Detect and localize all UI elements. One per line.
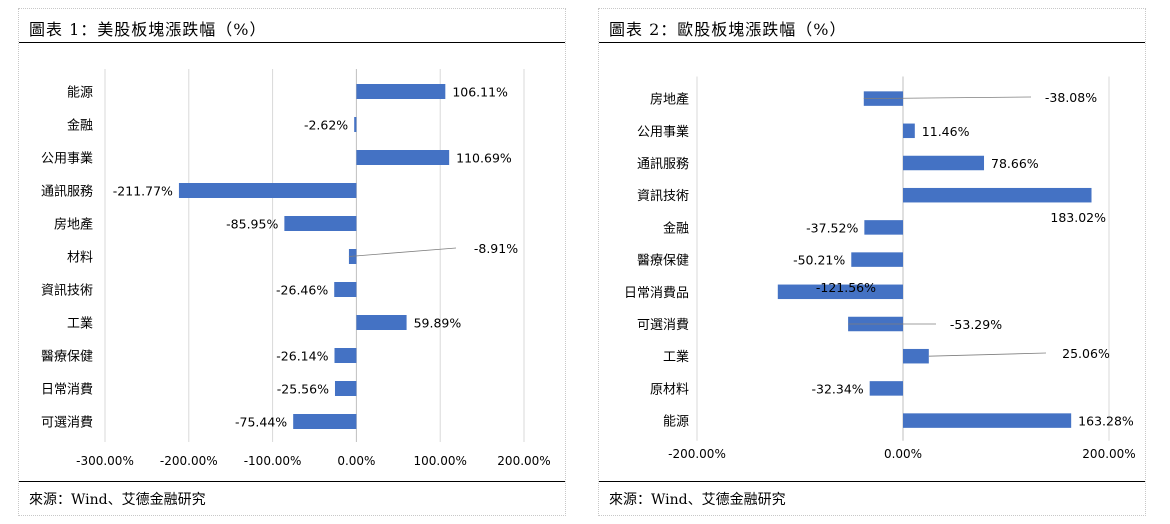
panel-footer: 來源：Wind、艾德金融研究 — [19, 481, 565, 515]
data-label: -50.21% — [793, 253, 845, 268]
category-label: 通訊服務 — [41, 185, 93, 200]
category-label: 公用事業 — [637, 124, 689, 140]
category-label: 資訊技術 — [41, 284, 93, 299]
panel-header: 圖表 2：歐股板塊漲跌幅（%） — [599, 9, 1145, 43]
category-label: 醫療保健 — [637, 254, 689, 269]
bar — [903, 413, 1072, 428]
category-label: 金融 — [67, 118, 93, 134]
x-tick-label: 200.00% — [497, 454, 550, 468]
chart-title: 圖表 2：歐股板塊漲跌幅（%） — [609, 20, 847, 39]
bar — [903, 155, 985, 171]
chart-title: 圖表 1：美股板塊漲跌幅（%） — [29, 20, 267, 39]
data-label: -38.08% — [1045, 90, 1097, 105]
x-tick-label: -300.00% — [76, 454, 134, 468]
bar — [354, 117, 357, 132]
data-label: 25.06% — [1062, 346, 1110, 361]
data-label: 106.11% — [452, 85, 508, 100]
bar — [903, 123, 915, 139]
source-note: 來源：Wind、艾德金融研究 — [29, 492, 206, 508]
panel-header: 圖表 1：美股板塊漲跌幅（%） — [19, 9, 565, 43]
bar — [356, 150, 450, 165]
bar — [851, 252, 903, 267]
category-label: 醫療保健 — [41, 350, 93, 365]
source-note: 來源：Wind、艾德金融研究 — [609, 492, 786, 508]
bar — [903, 348, 929, 364]
data-label: -25.56% — [277, 382, 329, 397]
data-label: -85.95% — [226, 217, 278, 232]
category-label: 通訊服務 — [637, 157, 689, 172]
category-label: 可選消費 — [637, 318, 689, 333]
category-label: 公用事業 — [41, 151, 93, 167]
us-sector-bar-chart: -300.00% -200.00% -100.00% 0.00% 100.00% 200.… — [41, 69, 551, 468]
bar — [356, 315, 407, 330]
x-tick-label: 100.00% — [414, 454, 467, 468]
bar — [356, 84, 446, 99]
data-label: -32.34% — [812, 381, 864, 396]
x-tick-label: -100.00% — [244, 454, 302, 468]
data-label: 183.02% — [1050, 210, 1106, 225]
category-label: 日常消費 — [41, 383, 93, 398]
data-label: -2.62% — [304, 118, 348, 133]
x-tick-label: 0.00% — [337, 454, 375, 468]
bar — [284, 216, 357, 231]
data-label: -53.29% — [950, 317, 1002, 332]
category-label: 工業 — [67, 316, 93, 332]
category-label: 房地產 — [54, 217, 93, 233]
category-label: 資訊技術 — [637, 189, 689, 204]
bar — [334, 282, 357, 297]
data-label: -121.56% — [816, 280, 876, 295]
data-label: 11.46% — [922, 124, 970, 139]
bar — [777, 284, 903, 300]
category-label: 可選消費 — [41, 416, 93, 431]
data-label: -8.91% — [474, 241, 518, 256]
bar — [864, 220, 903, 235]
category-label: 材料 — [67, 251, 93, 266]
category-label: 房地產 — [650, 92, 689, 108]
eu-sector-bar-chart: -200.00% 0.00% 200.00% 房地產 -38.08% 公用事業 11.46%… — [624, 76, 1136, 461]
chart-panel-eu: 圖表 2：歐股板塊漲跌幅（%） -200.00% 0.00% 200.00% 房地產 -… — [598, 8, 1146, 516]
bar — [869, 381, 903, 396]
category-label: 原材料 — [650, 382, 689, 397]
category-label: 日常消費品 — [624, 286, 689, 301]
panel-footer: 來源：Wind、艾德金融研究 — [599, 481, 1145, 515]
data-label: -211.77% — [113, 184, 173, 199]
category-label: 能源 — [67, 86, 93, 101]
data-label: 59.89% — [414, 316, 462, 331]
x-tick-label: 0.00% — [884, 447, 922, 461]
bar — [903, 187, 1092, 203]
category-label: 金融 — [663, 220, 689, 236]
x-tick-label: -200.00% — [668, 447, 726, 461]
leader-line — [348, 247, 457, 257]
data-label: 78.66% — [991, 156, 1039, 171]
data-label: 163.28% — [1078, 414, 1134, 429]
chart-panel-us: 圖表 1：美股板塊漲跌幅（%） -300.00% -200.00% -100.00%… — [18, 8, 566, 516]
data-label: -26.14% — [276, 349, 328, 364]
leader-line — [928, 352, 1047, 357]
bar — [178, 183, 357, 198]
x-tick-label: 200.00% — [1082, 447, 1135, 461]
bar — [334, 348, 357, 363]
x-tick-label: -200.00% — [160, 454, 218, 468]
category-label: 工業 — [663, 349, 689, 365]
leader-line — [863, 96, 1032, 99]
bar — [334, 381, 357, 396]
bar — [293, 414, 357, 429]
data-label: -75.44% — [235, 415, 287, 430]
data-label: -26.46% — [276, 283, 328, 298]
data-label: 110.69% — [456, 151, 512, 166]
category-label: 能源 — [663, 415, 689, 430]
data-label: -37.52% — [806, 220, 858, 235]
